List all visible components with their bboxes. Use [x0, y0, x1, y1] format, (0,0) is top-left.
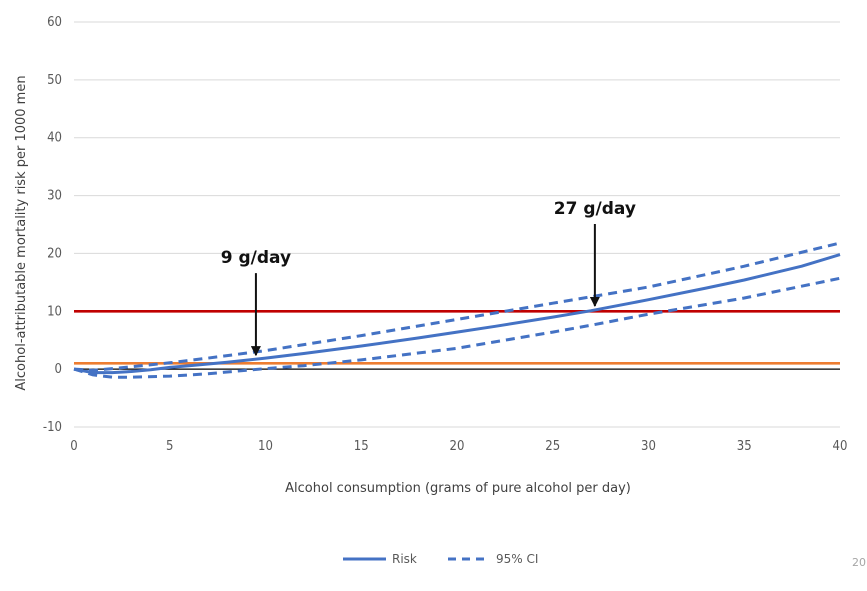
x-tick-label: 40 — [833, 439, 848, 454]
page-number: 20 — [852, 556, 866, 569]
x-axis-title: Alcohol consumption (grams of pure alcoh… — [285, 481, 631, 496]
annotation-label: 27 g/day — [554, 199, 636, 219]
risk-line — [73, 253, 841, 375]
x-tick-labels: 0 5 10 15 20 25 30 35 40 — [70, 439, 847, 454]
ci-line — [73, 241, 841, 372]
annotation-label: 9 g/day — [221, 248, 291, 268]
y-tick-label: 40 — [47, 131, 62, 146]
x-tick-label: 35 — [737, 439, 752, 454]
legend-ci-label: 95% CI — [496, 552, 538, 566]
y-tick-label: 30 — [47, 189, 62, 204]
legend-risk-label: Risk — [392, 552, 417, 566]
y-tick-label: -10 — [43, 420, 62, 435]
y-tick-labels: -10 0 10 20 30 40 50 60 — [43, 15, 62, 435]
annotations: 9 g/day 27 g/day — [221, 199, 636, 357]
x-tick-label: 25 — [545, 439, 560, 454]
y-axis-title: Alcohol-attributable mortality risk per … — [14, 75, 29, 390]
series-lines — [73, 241, 841, 379]
x-tick-label: 10 — [258, 439, 273, 454]
y-tick-label: 50 — [47, 73, 62, 88]
ci-line — [73, 276, 841, 379]
x-tick-label: 15 — [354, 439, 369, 454]
y-tick-label: 10 — [47, 304, 62, 319]
y-tick-label: 60 — [47, 15, 62, 30]
x-tick-label: 5 — [166, 439, 173, 454]
x-tick-label: 30 — [641, 439, 656, 454]
reference-lines — [74, 309, 840, 370]
x-tick-label: 0 — [70, 439, 77, 454]
y-tick-label: 20 — [47, 246, 62, 261]
legend: Risk 95% CI — [343, 552, 538, 566]
y-tick-label: 0 — [55, 362, 62, 377]
x-tick-label: 20 — [450, 439, 465, 454]
